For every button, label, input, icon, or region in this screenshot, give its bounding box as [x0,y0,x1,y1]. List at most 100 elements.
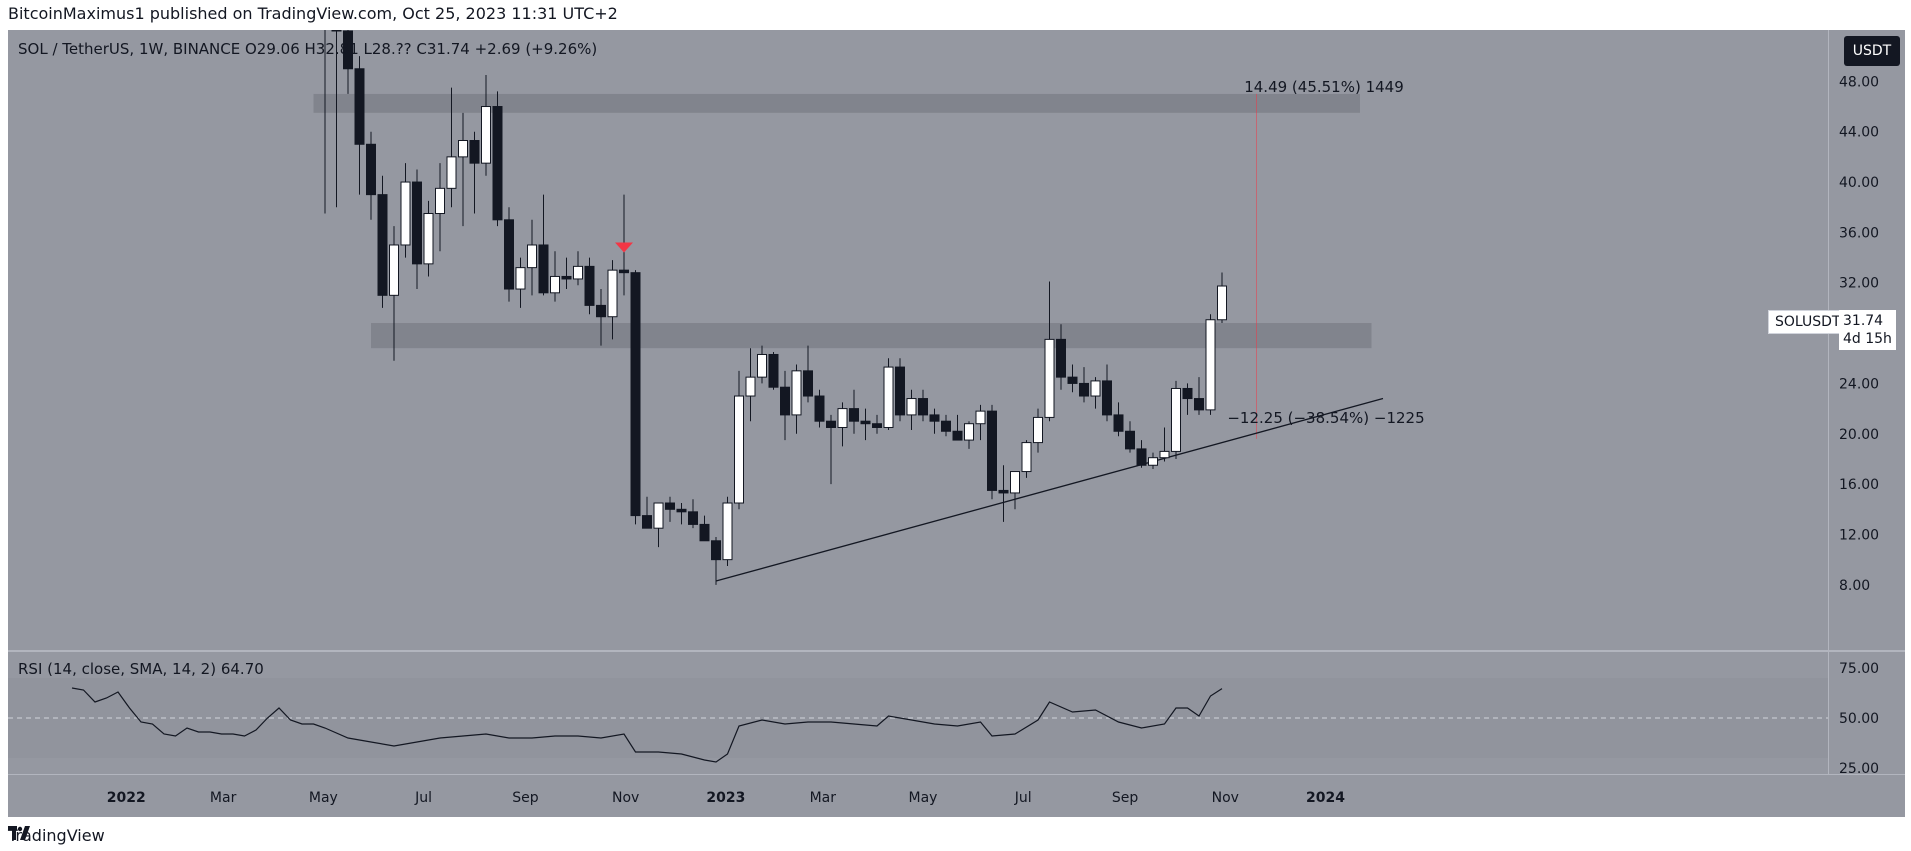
time-tick-label: Mar [210,790,237,806]
candle-2023-08-28 [1113,402,1124,437]
tradingview-brand[interactable]: TradingView [8,826,105,845]
currency-button[interactable]: USDT [1844,36,1900,66]
candle-2022-09-12 [538,194,549,296]
bearish-candle-body [492,106,503,221]
candle-2023-03-20 [849,389,859,434]
candle-2022-08-08 [481,75,491,176]
bullish-candle-body [527,244,537,269]
candle-2023-10-30 [1217,272,1227,324]
symbol-legend: SOL / TetherUS, 1W, BINANCE O29.06 H32.8… [18,40,597,58]
bearish-candle-body [538,244,549,294]
bearish-candle-body [584,265,595,306]
bullish-candle-body [389,244,399,296]
candle-2022-06-27 [412,169,422,290]
bearish-candle-body [699,523,710,542]
bullish-candle-body [734,395,744,504]
bullish-candle-body [975,410,986,425]
bullish-candle-body [757,353,767,378]
candle-2022-09-19 [550,251,560,302]
bearish-arrow-marker [615,242,633,253]
time-tick-label: Jul [414,790,432,806]
bearish-candle-body [377,194,388,296]
candle-2022-08-01 [469,131,480,214]
bearish-candle-body [343,30,353,70]
bearish-candle-body [688,511,698,525]
candle-2022-11-07 [630,270,641,525]
time-tick-label: May [909,790,938,806]
symbol-name[interactable]: SOL / TetherUS, 1W, BINANCE [18,40,241,58]
bullish-candle-body [1159,450,1170,459]
candle-2022-08-15 [492,91,503,227]
candle-2023-07-24 [1056,324,1066,390]
bearish-candle-body [354,68,365,145]
bearish-candle-body [826,420,836,428]
candle-2022-05-02 [324,30,326,214]
candle-2023-08-21 [1102,364,1112,422]
price-tick-label: 32.00 [1839,276,1879,292]
candle-2023-01-23 [757,345,767,384]
candle-2023-01-09 [734,370,744,510]
candle-2022-10-24 [607,260,618,340]
candle-2022-12-05 [676,503,687,525]
bearish-candle-body [412,181,422,265]
bullish-candle-body [1205,319,1216,411]
candle-2022-05-23 [354,56,365,195]
bullish-candle-body [1090,380,1101,397]
bearish-candle-body [872,423,882,428]
bullish-candle-body [653,502,664,529]
rsi-label[interactable]: RSI (14, close, SMA, 14, 2) [18,660,217,678]
bearish-candle-body [860,420,871,425]
bullish-candle-body [481,106,491,164]
candle-2023-09-04 [1125,421,1135,453]
bearish-candle-body [768,353,779,388]
price-tick-label: 12.00 [1839,527,1879,543]
bullish-candle-body [791,370,802,416]
candle-2023-07-17 [1044,281,1055,422]
bearish-candle-body [596,304,606,318]
rsi-pane[interactable]: RSI (14, close, SMA, 14, 2) 64.70 [8,652,1828,774]
time-axis[interactable]: 2022 Mar May Jul Sep Nov 2023 Mar May Jul Sep Nov 20… [8,774,1905,817]
bearish-candle-body [1125,430,1135,450]
bearish-candle-body [895,366,905,416]
candle-2022-12-12 [688,499,698,529]
bullish-candle-body [458,140,468,158]
bearish-candle-body [1182,387,1193,400]
price-pane[interactable]: 14.49 (45.51%) 1449 −12.25 (−38.54%) −122… [8,30,1828,650]
candle-2022-08-29 [515,257,526,308]
pane-separator[interactable] [8,650,1905,652]
bullish-candle-body [837,408,848,428]
bearish-candle-body [941,420,951,432]
candle-2022-05-09 [331,30,342,208]
price-axis[interactable]: 48.0044.0040.0036.0032.0028.0024.0020.00… [1828,30,1905,774]
bullish-candle-body [883,366,894,428]
candle-2023-06-26 [1010,471,1020,510]
bearish-candle-body [803,370,813,397]
time-tick-label: Sep [1112,790,1139,806]
candle-2023-09-11 [1136,440,1147,468]
bullish-candle-body [1148,457,1158,466]
rsi-value: 64.70 [220,660,264,678]
price-tick-label: 8.00 [1839,578,1870,594]
time-tick-label: 2023 [706,790,745,806]
bearish-candle-body [561,275,572,280]
time-tick-label: Mar [810,790,837,806]
bullish-candle-body [1171,387,1181,452]
bullish-candle-body [1033,416,1043,444]
candle-2022-07-11 [435,163,445,252]
candle-2023-07-03 [1021,440,1032,478]
bullish-candle-body [906,398,917,416]
bearish-candle-body [1079,382,1089,397]
rsi-chart [8,678,1828,763]
bearish-candle-body [331,30,342,32]
candle-2023-04-03 [872,414,882,434]
candle-2023-05-15 [941,414,951,437]
bearish-candle-body [504,219,514,290]
candle-2022-11-14 [642,496,652,529]
candle-2023-04-17 [895,358,905,422]
bearish-candle-body [1056,338,1066,378]
ascending-support-trendline [715,397,1384,582]
candle-2023-05-22 [952,414,963,441]
candle-2023-06-19 [998,465,1009,522]
bullish-candle-body [435,187,445,215]
time-tick-label: Nov [612,790,639,806]
